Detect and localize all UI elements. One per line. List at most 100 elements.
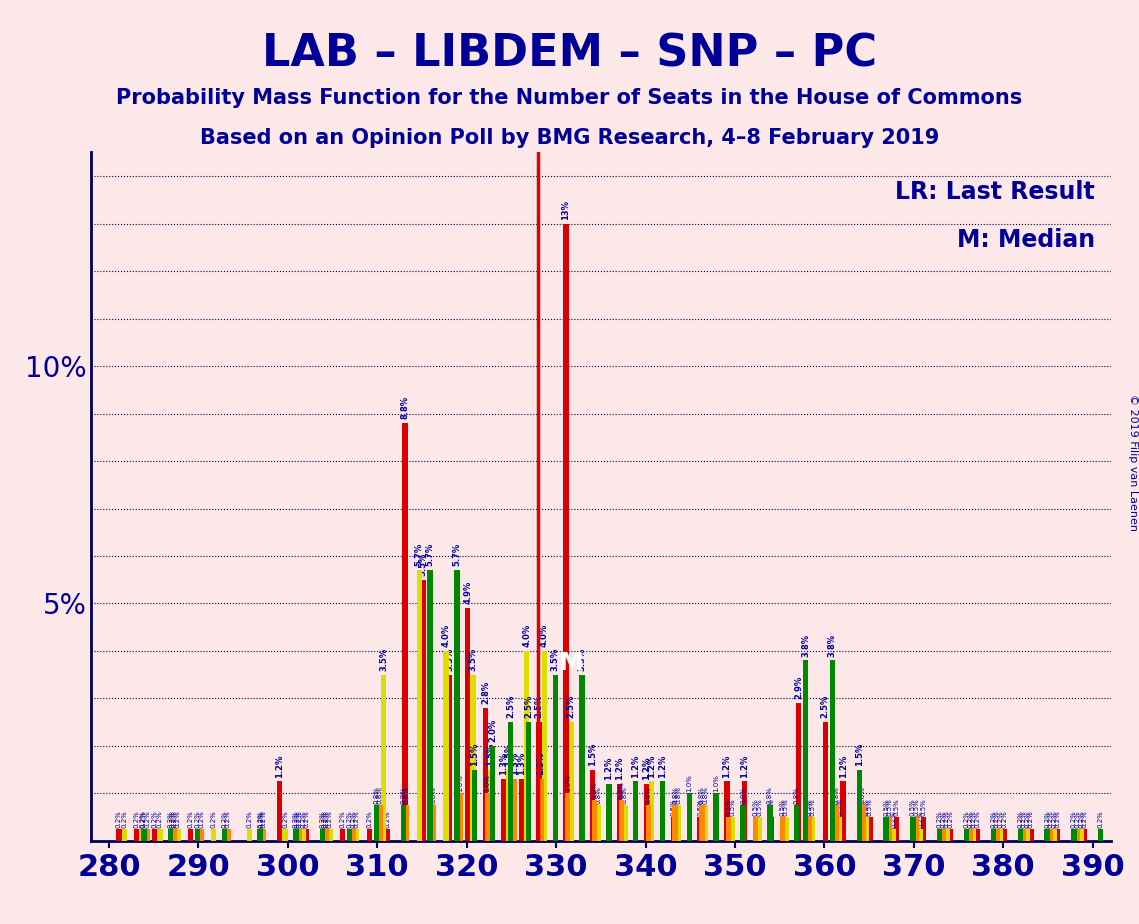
Text: 0.2%: 0.2% bbox=[1051, 809, 1057, 828]
Bar bbox=[1051, 829, 1057, 841]
Text: 0.2%: 0.2% bbox=[994, 809, 1000, 828]
Text: 0.2%: 0.2% bbox=[891, 809, 896, 828]
Bar bbox=[1017, 829, 1023, 841]
Text: 0.2%: 0.2% bbox=[1017, 809, 1023, 828]
Text: 0.8%: 0.8% bbox=[833, 786, 839, 804]
Bar bbox=[857, 770, 862, 841]
Text: 2.5%: 2.5% bbox=[534, 695, 543, 718]
Bar bbox=[975, 829, 980, 841]
Bar bbox=[141, 829, 147, 841]
Text: 0.2%: 0.2% bbox=[967, 809, 973, 828]
Text: 0.8%: 0.8% bbox=[431, 786, 436, 804]
Bar bbox=[564, 224, 568, 841]
Bar bbox=[941, 829, 947, 841]
Text: 0.2%: 0.2% bbox=[991, 809, 997, 828]
Bar bbox=[351, 829, 355, 841]
Bar bbox=[568, 723, 574, 841]
Text: 1.5%: 1.5% bbox=[588, 743, 597, 766]
Text: 0.2%: 0.2% bbox=[1098, 809, 1104, 828]
Text: 0.5%: 0.5% bbox=[726, 798, 731, 816]
Text: 0.2%: 0.2% bbox=[1077, 809, 1084, 828]
Bar bbox=[810, 817, 816, 841]
Bar bbox=[320, 829, 326, 841]
Text: 0.2%: 0.2% bbox=[327, 809, 333, 828]
Bar bbox=[596, 805, 601, 841]
Bar bbox=[1001, 829, 1007, 841]
Bar bbox=[377, 805, 383, 841]
Bar bbox=[385, 829, 390, 841]
Bar bbox=[944, 829, 950, 841]
Bar bbox=[198, 829, 204, 841]
Text: 1.3%: 1.3% bbox=[509, 752, 518, 775]
Bar bbox=[1098, 829, 1104, 841]
Bar bbox=[829, 661, 835, 841]
Text: 0.2%: 0.2% bbox=[261, 809, 267, 828]
Bar bbox=[756, 817, 762, 841]
Bar bbox=[501, 779, 506, 841]
Text: 3.5%: 3.5% bbox=[577, 648, 587, 671]
Text: M: M bbox=[559, 650, 583, 675]
Text: 2.5%: 2.5% bbox=[567, 695, 576, 718]
Text: 0.5%: 0.5% bbox=[697, 798, 703, 816]
Bar bbox=[863, 817, 869, 841]
Text: 1.5%: 1.5% bbox=[470, 743, 480, 766]
Bar bbox=[565, 794, 571, 841]
Bar bbox=[884, 817, 888, 841]
Text: 0.2%: 0.2% bbox=[296, 809, 303, 828]
Text: 0.2%: 0.2% bbox=[170, 809, 175, 828]
Bar bbox=[526, 723, 531, 841]
Bar bbox=[1055, 829, 1060, 841]
Bar bbox=[606, 784, 612, 841]
Text: 0.5%: 0.5% bbox=[729, 798, 736, 816]
Text: 4.0%: 4.0% bbox=[442, 624, 451, 647]
Bar bbox=[998, 829, 1003, 841]
Bar bbox=[675, 805, 681, 841]
Bar bbox=[618, 800, 624, 841]
Text: 0.2%: 0.2% bbox=[133, 809, 140, 828]
Bar bbox=[1044, 829, 1050, 841]
Bar bbox=[633, 782, 638, 841]
Bar bbox=[257, 829, 263, 841]
Bar bbox=[649, 782, 655, 841]
Bar bbox=[322, 829, 327, 841]
Bar bbox=[157, 829, 163, 841]
Text: 0.8%: 0.8% bbox=[794, 786, 800, 804]
Text: 1.5%: 1.5% bbox=[486, 743, 495, 766]
Text: 0.5%: 0.5% bbox=[779, 798, 786, 816]
Bar bbox=[367, 829, 372, 841]
Text: 0.5%: 0.5% bbox=[867, 798, 872, 816]
Text: 1.5%: 1.5% bbox=[505, 743, 514, 766]
Text: 0.2%: 0.2% bbox=[224, 809, 231, 828]
Text: 1.0%: 1.0% bbox=[484, 774, 490, 792]
Bar bbox=[806, 817, 812, 841]
Bar bbox=[339, 829, 345, 841]
Text: 0.5%: 0.5% bbox=[670, 798, 677, 816]
Bar bbox=[374, 805, 379, 841]
Text: 3.5%: 3.5% bbox=[379, 648, 388, 671]
Text: 13%: 13% bbox=[562, 200, 571, 220]
Text: 0.2%: 0.2% bbox=[944, 809, 950, 828]
Text: 5.7%: 5.7% bbox=[426, 543, 434, 566]
Bar bbox=[139, 829, 145, 841]
Text: 1.0%: 1.0% bbox=[458, 774, 464, 792]
Bar bbox=[937, 829, 942, 841]
Bar bbox=[427, 570, 433, 841]
Text: 2.8%: 2.8% bbox=[481, 681, 490, 704]
Text: 0.2%: 0.2% bbox=[1024, 809, 1031, 828]
Bar bbox=[211, 829, 216, 841]
Bar bbox=[837, 817, 842, 841]
Bar bbox=[404, 805, 409, 841]
Bar bbox=[347, 829, 352, 841]
Bar bbox=[917, 829, 923, 841]
Bar bbox=[659, 782, 665, 841]
Bar bbox=[991, 829, 997, 841]
Bar bbox=[470, 675, 476, 841]
Text: 0.2%: 0.2% bbox=[941, 809, 947, 828]
Bar bbox=[948, 829, 953, 841]
Text: 0.2%: 0.2% bbox=[151, 809, 157, 828]
Bar bbox=[122, 829, 126, 841]
Bar bbox=[472, 770, 477, 841]
Text: 4.9%: 4.9% bbox=[464, 581, 472, 604]
Text: 0.2%: 0.2% bbox=[948, 809, 953, 828]
Text: 0.2%: 0.2% bbox=[171, 809, 178, 828]
